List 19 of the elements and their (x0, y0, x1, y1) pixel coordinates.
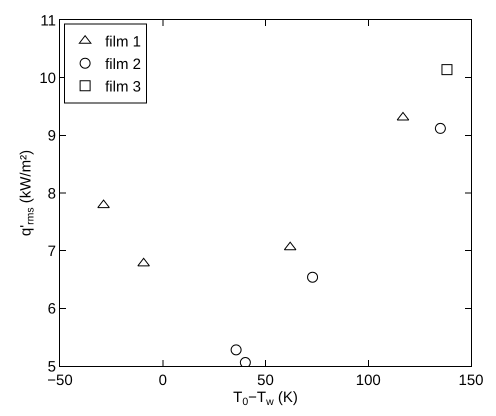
y-tick-label: 8 (48, 185, 56, 202)
point (230, 344, 242, 356)
x-axis-title: T$_{0}$−T$_{w}$ (K) (233, 389, 298, 408)
y-tick-label: 7 (48, 242, 56, 260)
y-tick-label: 6 (48, 300, 56, 318)
y-tick-label: 10 (39, 70, 56, 87)
legend-label: film 1 (105, 34, 141, 51)
x-tick-label: 150 (458, 372, 484, 389)
x-tick-label: 0 (158, 372, 167, 389)
legend-label: film 2 (105, 56, 141, 74)
point (441, 64, 452, 76)
point (434, 122, 446, 134)
legend-label: film 3 (105, 78, 141, 96)
x-tick-label: 100 (356, 372, 381, 389)
point (307, 272, 318, 283)
y-tick-label: 9 (48, 128, 56, 145)
y-tick-label: 11 (40, 12, 56, 30)
x-tick-label: 50 (257, 372, 274, 389)
point (240, 357, 251, 366)
